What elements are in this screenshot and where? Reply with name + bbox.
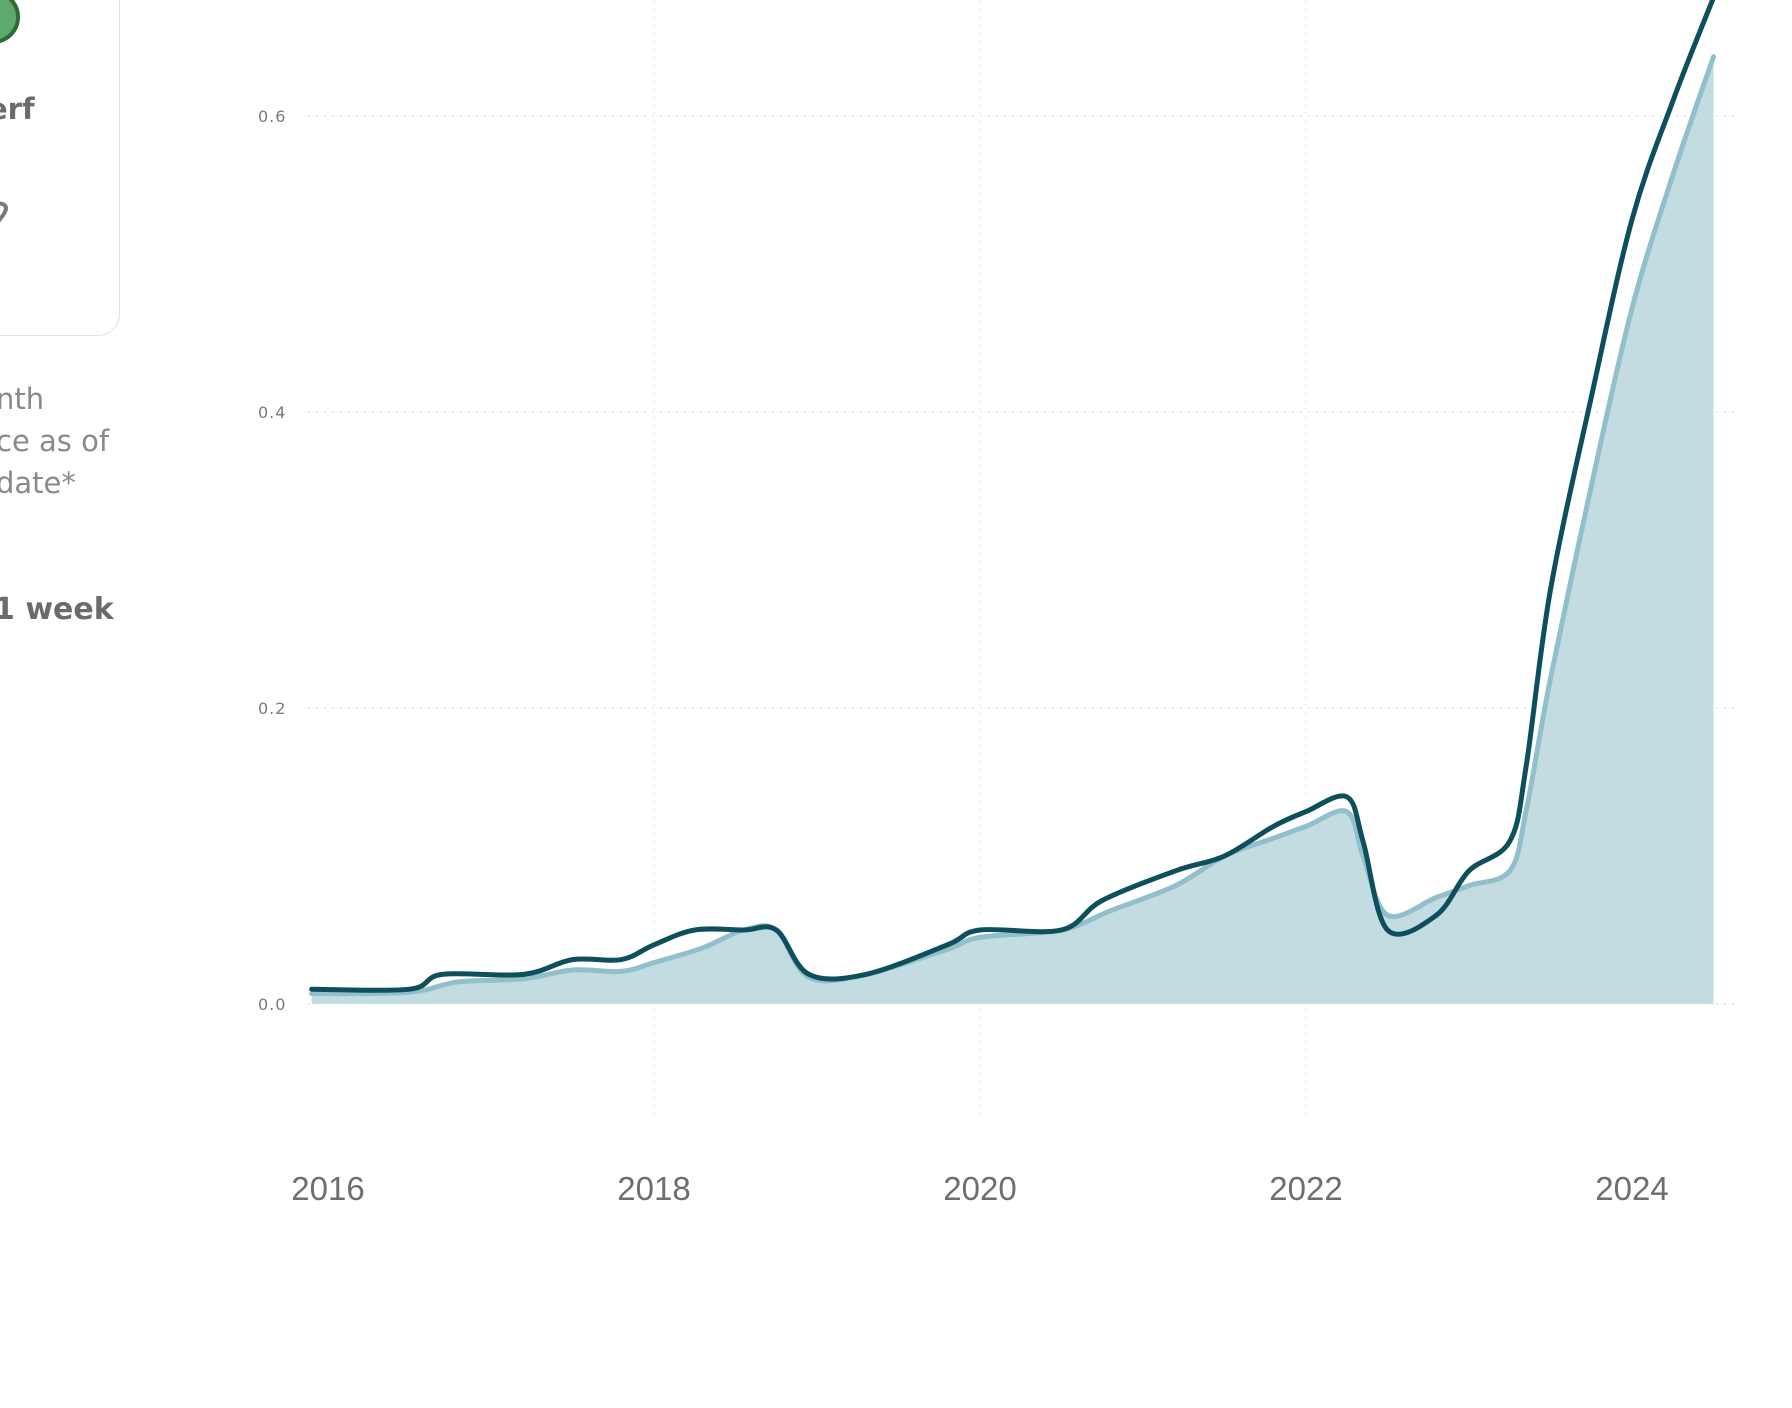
note-line: ce as of bbox=[0, 424, 110, 458]
x-tick-label: 2016 bbox=[291, 1170, 364, 1207]
x-tick-label: 2020 bbox=[943, 1170, 1016, 1207]
y-tick-label: 0.2 bbox=[258, 699, 286, 718]
performance-note: nth ce as of date* bbox=[0, 378, 226, 504]
pin-icon bbox=[0, 201, 9, 223]
note-line: date* bbox=[0, 466, 76, 500]
series-area-fill bbox=[311, 56, 1714, 1005]
series-line bbox=[309, 0, 1716, 993]
note-line: nth bbox=[0, 382, 45, 416]
period-label: 1 week bbox=[0, 592, 114, 627]
y-tick-label: 0.0 bbox=[258, 995, 286, 1014]
series-area-line bbox=[309, 54, 1716, 997]
card-label: erf bbox=[0, 92, 35, 126]
y-tick-label: 0.6 bbox=[258, 107, 286, 126]
y-tick-label: 0.4 bbox=[258, 403, 286, 422]
summary-card[interactable] bbox=[0, 0, 120, 336]
x-tick-label: 2024 bbox=[1595, 1170, 1668, 1207]
x-tick-label: 2022 bbox=[1269, 1170, 1342, 1207]
x-tick-label: 2018 bbox=[617, 1170, 690, 1207]
